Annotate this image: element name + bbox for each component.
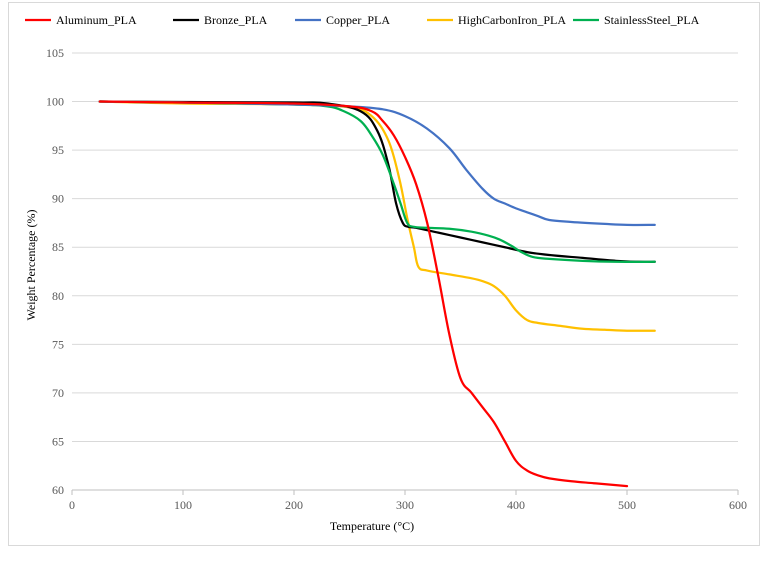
y-tick-label: 70 — [52, 386, 64, 400]
legend: Aluminum_PLA Bronze_PLA Copper_PLA HighCarb… — [25, 13, 700, 27]
y-tick-label: 95 — [52, 143, 64, 157]
x-tick-label: 100 — [174, 498, 192, 512]
y-tick-label: 90 — [52, 192, 64, 206]
legend-item-aluminum-pla: Aluminum_PLA — [25, 13, 137, 27]
legend-label: Bronze_PLA — [204, 13, 268, 27]
legend-label: Copper_PLA — [326, 13, 390, 27]
x-tick-label: 600 — [729, 498, 747, 512]
series-lines — [98, 100, 656, 488]
y-tick-label: 105 — [46, 46, 64, 60]
chart-frame: 60 65 70 75 80 85 90 95 100 105 0 100 200 300 400 500 6… — [8, 2, 760, 546]
legend-item-stainlesssteel-pla: StainlessSteel_PLA — [573, 13, 700, 27]
series-line-bronze-pla — [98, 100, 656, 263]
y-tick-label: 65 — [52, 434, 64, 448]
series-line-aluminum-pla — [98, 100, 629, 488]
legend-label: StainlessSteel_PLA — [604, 13, 700, 27]
x-tick-label: 400 — [507, 498, 525, 512]
legend-label: Aluminum_PLA — [56, 13, 137, 27]
y-tick-label: 60 — [52, 483, 64, 497]
y-tick-label: 80 — [52, 289, 64, 303]
series-line-stainlesssteel-pla — [98, 100, 656, 263]
y-tick-label: 100 — [46, 95, 64, 109]
x-tick-label: 500 — [618, 498, 636, 512]
y-tick-label: 85 — [52, 240, 64, 254]
x-tick-label: 300 — [396, 498, 414, 512]
x-tick-label: 0 — [69, 498, 75, 512]
x-tick-labels: 0 100 200 300 400 500 600 — [69, 498, 747, 512]
y-tick-label: 75 — [52, 337, 64, 351]
legend-label: HighCarbonIron_PLA — [458, 13, 566, 27]
legend-item-highcarboniron-pla: HighCarbonIron_PLA — [427, 13, 566, 27]
y-axis-title: Weight Percentage (%) — [24, 210, 38, 321]
series-line-highcarboniron-pla — [98, 100, 656, 332]
gridlines — [72, 52, 738, 442]
axes — [71, 489, 739, 495]
tga-line-chart: 60 65 70 75 80 85 90 95 100 105 0 100 200 300 400 500 6… — [24, 13, 747, 533]
y-tick-labels: 60 65 70 75 80 85 90 95 100 105 — [46, 46, 64, 497]
x-axis-title: Temperature (°C) — [330, 519, 414, 533]
x-tick-label: 200 — [285, 498, 303, 512]
legend-item-bronze-pla: Bronze_PLA — [173, 13, 268, 27]
legend-item-copper-pla: Copper_PLA — [295, 13, 390, 27]
